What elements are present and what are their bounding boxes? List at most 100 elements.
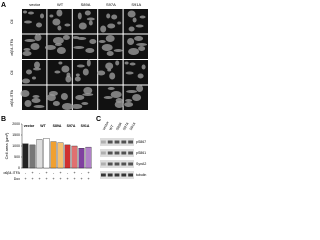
- cell: [34, 61, 40, 69]
- cell: [100, 25, 107, 33]
- cell: [105, 62, 114, 70]
- cell: [78, 22, 87, 30]
- row-label: α6β4-ITFA: [10, 89, 14, 106]
- condition-sign: +: [31, 176, 34, 181]
- cell: [22, 78, 30, 84]
- condition-sign: +: [73, 176, 76, 181]
- condition-sign: +: [24, 176, 27, 181]
- cell: [64, 23, 71, 27]
- cell: [135, 24, 144, 28]
- band-label: SynA2: [136, 162, 146, 166]
- cell: [77, 37, 87, 40]
- condition-sign: +: [45, 170, 48, 175]
- band: [101, 162, 106, 166]
- cell: [81, 102, 89, 105]
- cell: [86, 59, 91, 67]
- cell: [128, 48, 140, 55]
- cell: [114, 101, 124, 108]
- cell: [33, 67, 41, 71]
- bar: [78, 148, 85, 169]
- bar: [22, 143, 29, 169]
- cell: [24, 100, 32, 107]
- cell: [22, 51, 32, 56]
- cell: [26, 69, 32, 75]
- cell: [138, 46, 146, 51]
- cell: [36, 22, 42, 28]
- band: [121, 173, 127, 177]
- condition-sign: +: [87, 170, 90, 175]
- row-label: α6β4-ITFA: [10, 38, 14, 55]
- cell: [98, 40, 106, 43]
- cell: [54, 70, 61, 74]
- band: [107, 162, 113, 166]
- bar: [50, 141, 57, 169]
- cell: [32, 76, 36, 80]
- cell: [73, 46, 85, 49]
- cell: [56, 9, 63, 17]
- y-tick-label: 500: [14, 155, 20, 159]
- cell: [58, 61, 63, 65]
- condition-sign: +: [38, 176, 41, 181]
- cell: [71, 104, 83, 109]
- cell: [33, 105, 45, 108]
- row-label: Ctl: [10, 70, 14, 75]
- cell: [24, 20, 32, 24]
- lane-label: S97A: [122, 121, 130, 131]
- lane-label: S89A: [115, 121, 123, 131]
- cell: [60, 93, 68, 100]
- y-tick-label: 0: [18, 166, 20, 170]
- column-label: WT: [57, 2, 64, 7]
- condition-sign: +: [59, 176, 62, 181]
- band: [101, 151, 106, 155]
- band: [114, 151, 120, 155]
- cell: [76, 64, 85, 68]
- column-label: vector: [29, 2, 41, 7]
- cell: [132, 94, 142, 101]
- band: [128, 140, 133, 144]
- panel-label: A: [1, 2, 6, 9]
- cell: [111, 14, 118, 20]
- cell: [126, 90, 138, 93]
- cell: [84, 10, 91, 16]
- condition-sign: -: [53, 170, 55, 175]
- row-label: Ctl: [10, 19, 14, 24]
- bar: [43, 138, 50, 169]
- lane-label: WT: [108, 124, 115, 131]
- panel-label: C: [96, 116, 101, 123]
- y-tick-label: 1000: [12, 144, 20, 148]
- cell: [101, 44, 113, 51]
- figure: A B C vector WT S89A S97A S91ACtlα6β4-ITFACt…: [1, 2, 148, 181]
- band: [107, 151, 113, 155]
- band-label: pS861: [136, 151, 146, 155]
- cell: [77, 12, 82, 20]
- cell: [129, 62, 136, 66]
- cell: [139, 15, 146, 19]
- bar: [57, 142, 64, 169]
- cell: [110, 91, 122, 98]
- band: [121, 140, 127, 144]
- cell: [113, 49, 123, 52]
- band: [114, 173, 120, 177]
- cell: [125, 71, 134, 75]
- bar: [64, 144, 71, 169]
- bar: [29, 144, 36, 169]
- cell: [57, 25, 62, 31]
- cell: [127, 38, 135, 45]
- band: [101, 173, 106, 177]
- y-tick-label: 2000: [12, 122, 20, 126]
- cell: [107, 23, 116, 29]
- condition-sign: +: [45, 176, 48, 181]
- condition-sign: +: [66, 176, 69, 181]
- cell: [34, 34, 42, 41]
- legend-label: S97A: [67, 124, 76, 128]
- cell: [106, 13, 111, 19]
- condition-sign: +: [87, 176, 90, 181]
- cell: [82, 93, 94, 96]
- y-tick-label: 1500: [12, 133, 20, 137]
- cell: [56, 47, 66, 54]
- cell: [103, 96, 113, 99]
- band: [128, 173, 133, 177]
- lane-label: S91A: [129, 121, 137, 131]
- condition-sign: +: [52, 176, 55, 181]
- legend-label: S89A: [53, 124, 62, 128]
